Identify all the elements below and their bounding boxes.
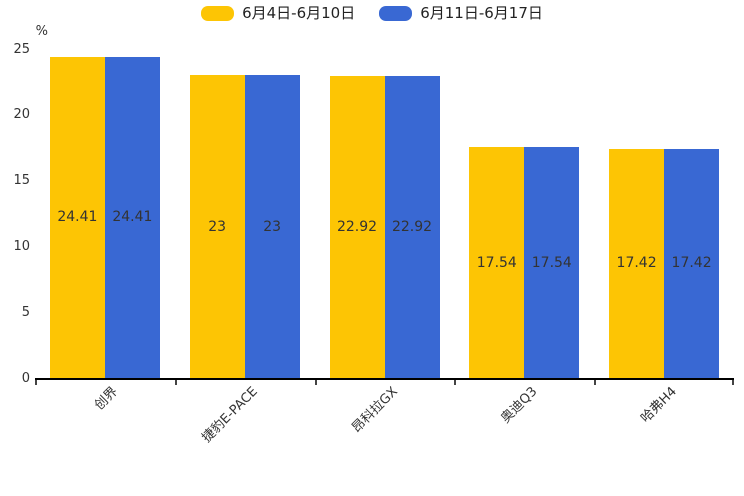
legend-swatch-blue xyxy=(379,6,413,21)
legend-label-week1: 6月4日-6月10日 xyxy=(242,4,356,22)
bar-series1-cat4[interactable] xyxy=(664,148,720,378)
bar-series0-cat3[interactable] xyxy=(469,147,525,378)
legend-item-week1[interactable]: 6月4日-6月10日 xyxy=(201,6,355,21)
bar-series1-cat0[interactable] xyxy=(104,56,160,378)
chart-legend: 6月4日-6月10日 6月11日-6月17日 xyxy=(0,6,744,21)
x-tick xyxy=(454,380,457,385)
bar-series0-cat2[interactable] xyxy=(329,76,385,378)
bar-series1-cat2[interactable] xyxy=(384,76,440,378)
y-axis-unit-label: % xyxy=(35,24,48,39)
bar-series0-cat4[interactable] xyxy=(609,148,665,378)
y-tick-label: 0 xyxy=(21,370,30,386)
legend-item-week2[interactable]: 6月11日-6月17日 xyxy=(379,6,543,21)
bar-series1-cat1[interactable] xyxy=(244,75,300,378)
bar-series0-cat0[interactable] xyxy=(49,56,105,378)
y-tick-label: 20 xyxy=(13,107,30,123)
x-tick xyxy=(174,380,177,385)
x-category-label-3: 奥迪Q3 xyxy=(498,384,541,427)
bar-series1-cat3[interactable] xyxy=(524,147,580,378)
x-tick xyxy=(314,380,317,385)
y-tick-label: 10 xyxy=(13,238,30,254)
legend-label-week2: 6月11日-6月17日 xyxy=(420,4,543,22)
x-category-label-0: 创界 xyxy=(91,384,121,414)
y-tick-label: 5 xyxy=(21,304,30,320)
x-category-label-4: 哈弗H4 xyxy=(638,384,681,427)
x-tick xyxy=(594,380,597,385)
bar-series0-cat1[interactable] xyxy=(189,75,245,378)
y-tick-label: 25 xyxy=(13,41,30,57)
x-tick xyxy=(35,380,37,385)
legend-swatch-yellow xyxy=(201,6,235,21)
x-category-label-2: 昂科拉GX xyxy=(348,384,401,436)
y-tick-label: 15 xyxy=(13,173,30,189)
x-axis-line xyxy=(35,378,734,380)
x-tick xyxy=(732,380,734,385)
x-category-label-1: 捷豹E-PACE xyxy=(199,384,261,446)
